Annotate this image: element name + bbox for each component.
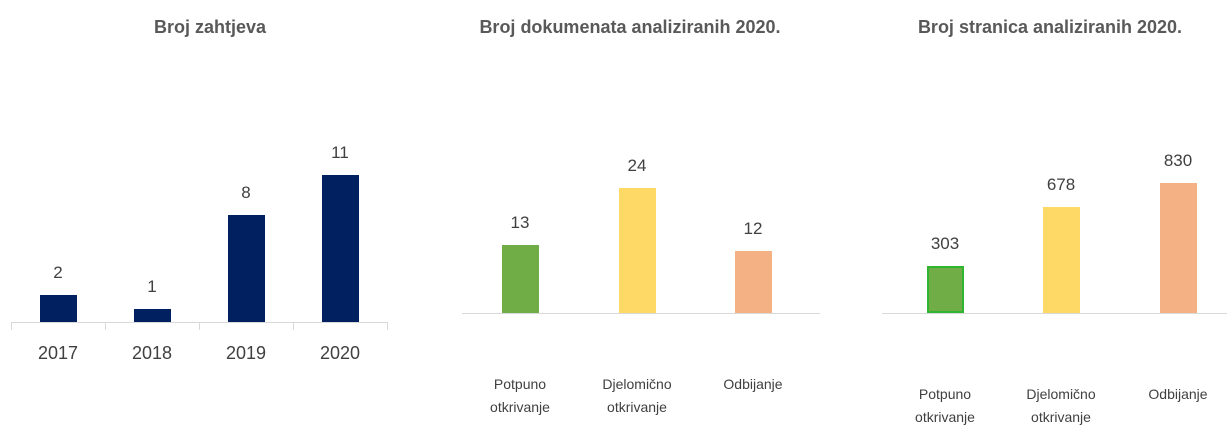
category-label: Odbijanje — [723, 376, 783, 392]
bar — [227, 215, 265, 322]
bar — [39, 295, 77, 322]
axis-tick — [11, 322, 12, 330]
value-label: 24 — [627, 156, 647, 175]
chart-title: Broj zahtjeva — [153, 17, 267, 37]
category-label: 2020 — [319, 343, 361, 363]
axis-tick — [293, 322, 294, 330]
value-label: 8 — [241, 183, 251, 203]
value-label: 303 — [930, 233, 960, 253]
bar — [133, 308, 171, 322]
category-label: 2019 — [225, 343, 267, 363]
value-label: 830 — [1163, 151, 1193, 170]
value-label: 12 — [743, 218, 763, 238]
bar — [1042, 206, 1080, 313]
bar — [501, 245, 539, 313]
value-label: 13 — [510, 213, 530, 233]
value-label: 11 — [331, 143, 349, 162]
axis-tick — [387, 322, 388, 330]
value-label: 1 — [147, 276, 157, 296]
category-label: Odbijanje — [1148, 386, 1208, 402]
category-label: 2017 — [37, 343, 79, 363]
category-label: Djelomično otkrivanje — [602, 376, 672, 415]
dashboard: Broj zahtjeva 2 2017 1 2018 8 2019 11 2020 Broj d… — [11, 17, 1227, 425]
bar — [1159, 183, 1197, 313]
chart-title: Broj dokumenata analiziranih 2020. — [479, 17, 781, 37]
axis-tick — [199, 322, 200, 330]
value-label: 2 — [53, 263, 63, 283]
bar — [734, 250, 772, 313]
bar — [321, 175, 359, 322]
axis-line — [882, 313, 1227, 314]
category-label: 2018 — [131, 343, 173, 363]
axis-line — [462, 313, 820, 314]
category-label: Potpuno otkrivanje — [915, 386, 975, 425]
chart-title: Broj stranica analiziranih 2020. — [917, 17, 1183, 37]
bar — [618, 188, 656, 313]
axis-tick — [105, 322, 106, 330]
category-label: Potpuno otkrivanje — [490, 376, 550, 415]
bar — [926, 265, 964, 313]
value-label: 678 — [1046, 174, 1076, 194]
axis-line — [12, 322, 388, 323]
category-label: Djelomično otkrivanje — [1026, 386, 1096, 425]
